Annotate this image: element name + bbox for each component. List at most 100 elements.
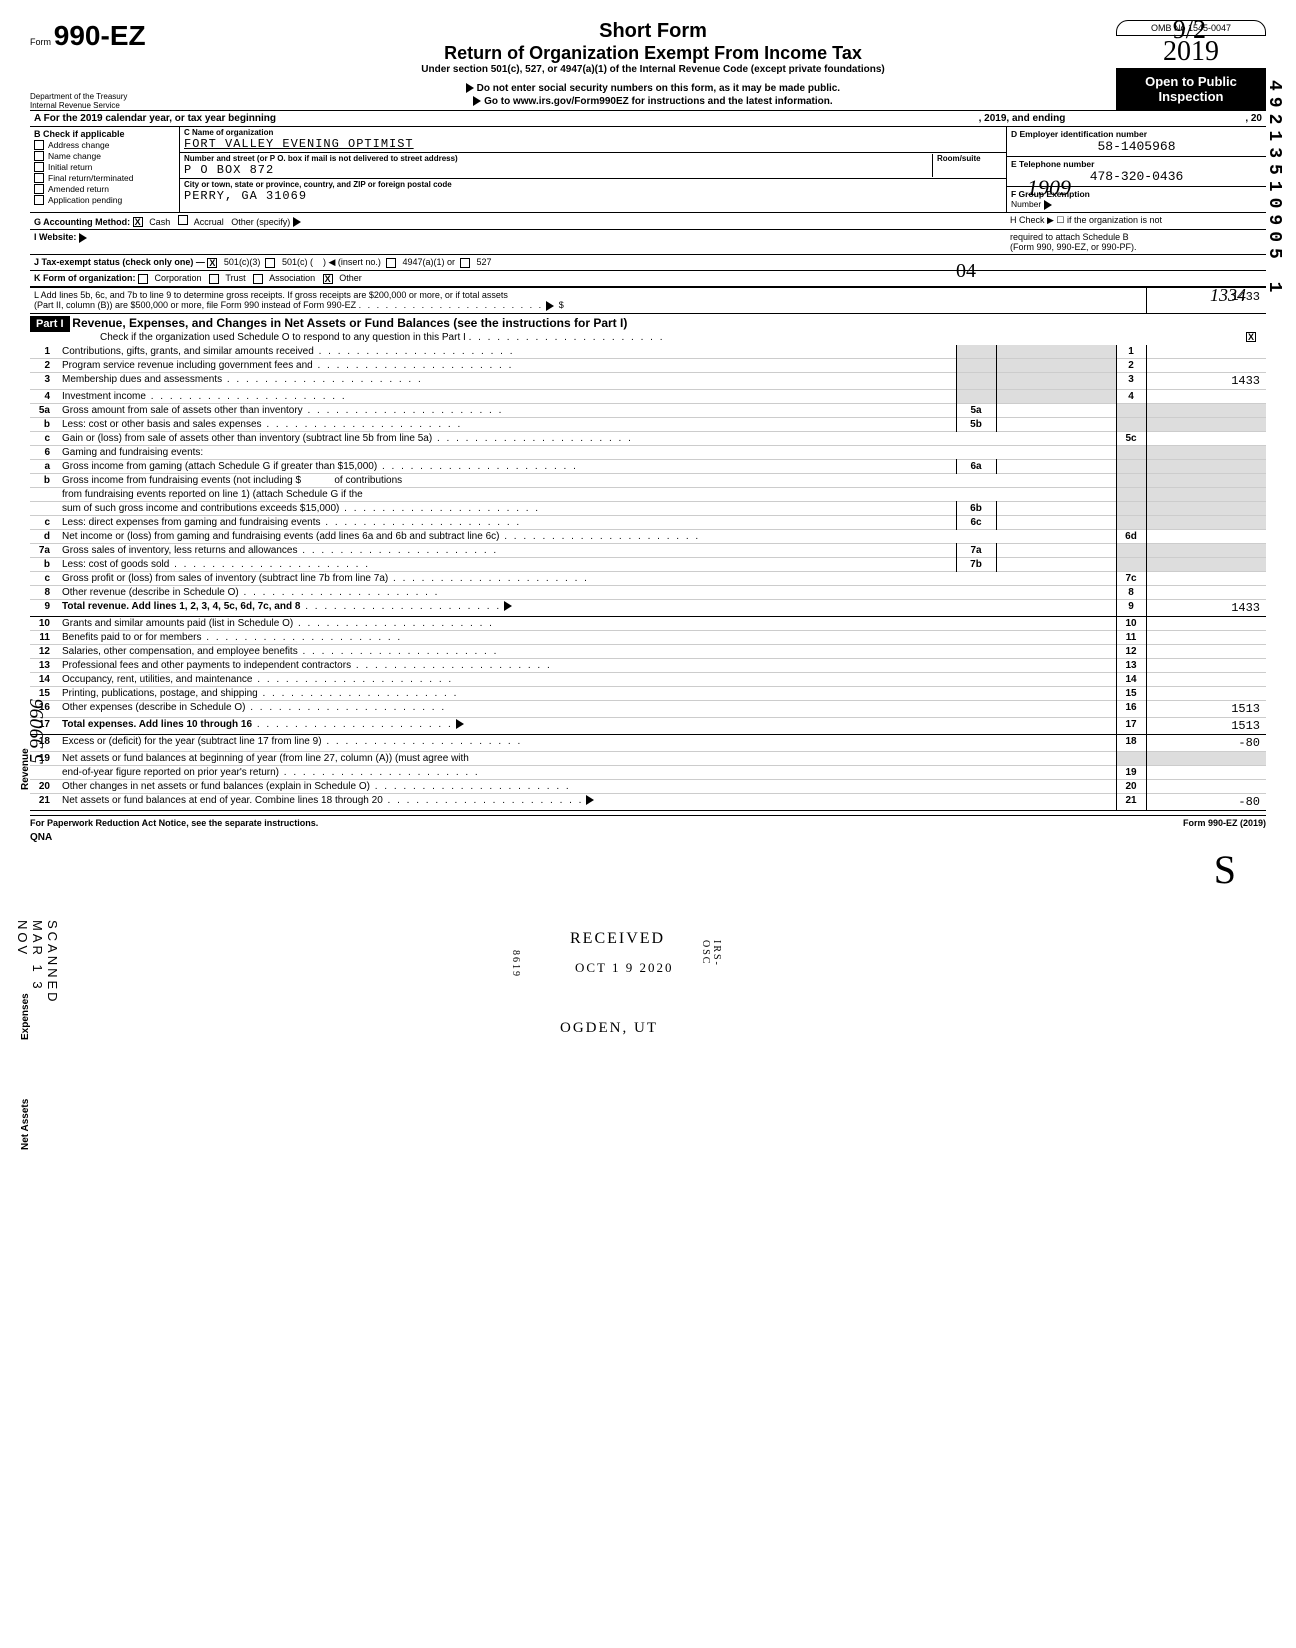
chk-final-return[interactable] [34, 173, 44, 183]
arrow-icon [1044, 200, 1052, 210]
stamp-date: OCT 1 9 2020 [575, 960, 674, 976]
line-6b-4: sum of such gross income and contributio… [62, 503, 339, 514]
stamp-received: RECEIVED [570, 930, 665, 948]
line-6b-2: of contributions [334, 475, 402, 486]
chk-assoc[interactable] [253, 274, 263, 284]
lbl-other-org: Other [339, 273, 362, 283]
chk-501c3[interactable] [207, 258, 217, 268]
c-name-label: C Name of organization [184, 128, 1002, 137]
lines-table: 1Contributions, gifts, grants, and simil… [30, 345, 1266, 811]
chk-501c[interactable] [265, 258, 275, 268]
line-9: Total revenue. Add lines 1, 2, 3, 4, 5c,… [62, 601, 300, 612]
j-label: J Tax-exempt status (check only one) — [34, 257, 205, 267]
stamp-irs-osc: IRS-OSC [700, 940, 722, 967]
line-6b-3: from fundraising events reported on line… [58, 487, 1116, 501]
lbl-name-change: Name change [48, 151, 101, 161]
footer-paperwork: For Paperwork Reduction Act Notice, see … [30, 818, 318, 828]
stamp-ogden: OGDEN, UT [560, 1020, 658, 1037]
short-form-label: Short Form [190, 20, 1116, 43]
chk-other-org[interactable] [323, 274, 333, 284]
line-12: Salaries, other compensation, and employ… [62, 646, 298, 657]
lbl-final-return: Final return/terminated [48, 173, 134, 183]
line-6b-1: Gross income from fundraising events (no… [62, 475, 301, 486]
org-city: PERRY, GA 31069 [184, 189, 1002, 203]
line-7b: Less: cost of goods sold [62, 559, 169, 570]
h-label: H Check ▶ ☐ if the organization is not [1002, 215, 1262, 228]
note-ssn: Do not enter social security numbers on … [477, 83, 840, 94]
line-5c: Gain or (loss) from sale of assets other… [62, 433, 432, 444]
line-6a: Gross income from gaming (attach Schedul… [62, 461, 377, 472]
side-expenses: Expenses [20, 993, 31, 1040]
chk-initial-return[interactable] [34, 162, 44, 172]
k-label: K Form of organization: [34, 273, 136, 283]
main-title: Return of Organization Exempt From Incom… [190, 43, 1116, 64]
arrow-icon [473, 96, 481, 106]
line-7c: Gross profit or (loss) from sales of inv… [62, 573, 388, 584]
chk-cash[interactable] [133, 217, 143, 227]
line-7a: Gross sales of inventory, less returns a… [62, 545, 297, 556]
lbl-other-method: Other (specify) [231, 217, 290, 227]
form-number: 990-EZ [54, 20, 146, 51]
value-16: 1513 [1146, 700, 1266, 717]
b-header: B Check if applicable [34, 129, 175, 139]
chk-corp[interactable] [138, 274, 148, 284]
chk-trust[interactable] [209, 274, 219, 284]
lbl-app-pending: Application pending [48, 195, 122, 205]
line-6c: Less: direct expenses from gaming and fu… [62, 517, 320, 528]
lbl-527: 527 [477, 257, 492, 267]
lbl-initial-return: Initial return [48, 162, 92, 172]
line-19a: Net assets or fund balances at beginning… [58, 751, 1116, 765]
g-label: G Accounting Method: [34, 217, 130, 227]
org-name: FORT VALLEY EVENING OPTIMIST [184, 137, 1002, 151]
value-21: -80 [1146, 793, 1266, 810]
line-19b: end-of-year figure reported on prior yea… [62, 767, 279, 778]
i-label: I Website: [34, 232, 76, 242]
lbl-assoc: Association [269, 273, 315, 283]
line-13: Professional fees and other payments to … [62, 660, 351, 671]
arrow-icon [79, 233, 87, 243]
line-17: Total expenses. Add lines 10 through 16 [62, 719, 252, 730]
side-revenue: Revenue [20, 748, 31, 790]
handwritten-cu: 04 [956, 260, 976, 283]
part-i-header: Part I [30, 316, 70, 332]
arrow-icon [586, 795, 594, 805]
line-3: Membership dues and assessments [62, 374, 222, 385]
line-20: Other changes in net assets or fund bala… [62, 781, 370, 792]
chk-4947[interactable] [386, 258, 396, 268]
lbl-4947: 4947(a)(1) or [402, 257, 455, 267]
value-18: -80 [1146, 734, 1266, 751]
row-a-right: , 20 [1245, 113, 1262, 124]
arrow-icon [466, 83, 474, 93]
chk-schedule-o[interactable] [1246, 332, 1256, 342]
line-2: Program service revenue including govern… [62, 360, 313, 371]
chk-app-pending[interactable] [34, 195, 44, 205]
arrow-icon [293, 217, 301, 227]
chk-address-change[interactable] [34, 140, 44, 150]
lbl-cash: Cash [149, 217, 170, 227]
part-i-check: Check if the organization used Schedule … [30, 332, 466, 343]
open-to-public: Open to Public [1120, 74, 1262, 89]
stamp-8619: 8619 [510, 950, 521, 978]
chk-accrual[interactable] [178, 215, 188, 225]
h-label3: (Form 990, 990-EZ, or 990-PF). [1010, 242, 1137, 252]
scanned-stamp: SCANNED MAR 1 3 NOV [15, 920, 60, 1005]
c-addr-label: Number and street (or P O. box if mail i… [184, 154, 932, 163]
side-netassets: Net Assets [20, 1099, 31, 1150]
line-6d: Net income or (loss) from gaming and fun… [62, 531, 499, 542]
lbl-corp: Corporation [155, 273, 202, 283]
lbl-501c3: 501(c)(3) [224, 257, 261, 267]
arrow-icon [546, 301, 554, 311]
inspection: Inspection [1120, 89, 1262, 104]
d-label: D Employer identification number [1011, 129, 1262, 139]
chk-name-change[interactable] [34, 151, 44, 161]
line-6: Gaming and fundraising events: [58, 445, 1116, 459]
dept-treasury: Department of the Treasury [30, 92, 190, 101]
row-a-mid: , 2019, and ending [979, 113, 1066, 124]
chk-amended[interactable] [34, 184, 44, 194]
chk-527[interactable] [460, 258, 470, 268]
l-line1: L Add lines 5b, 6c, and 7b to line 9 to … [34, 290, 508, 300]
barcode-digits: 49213510905 1 [1264, 80, 1284, 298]
line-21: Net assets or fund balances at end of ye… [62, 795, 383, 806]
value-17: 1513 [1146, 717, 1266, 734]
handwritten-group: 1334 [1210, 285, 1246, 306]
